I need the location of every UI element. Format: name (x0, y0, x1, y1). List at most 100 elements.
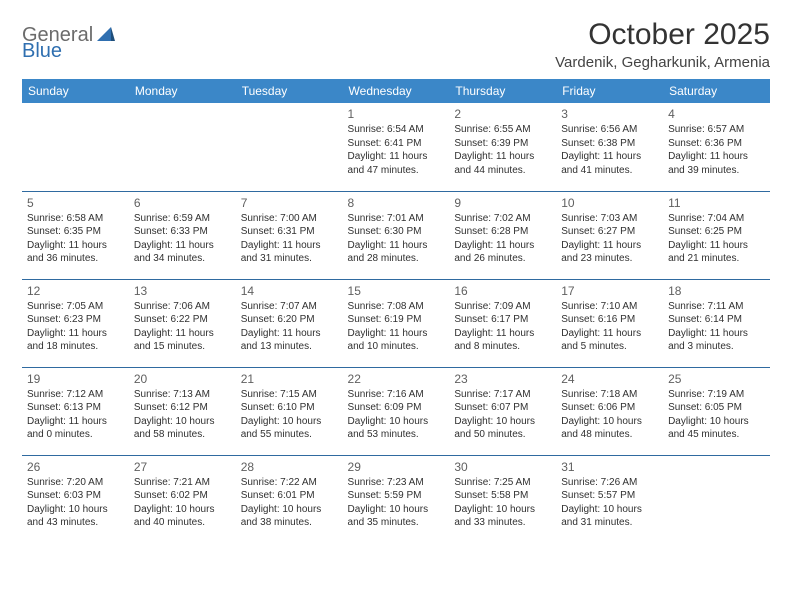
calendar-week-row: 26 Sunrise: 7:20 AMSunset: 6:03 PMDayligh… (22, 455, 770, 543)
day-number: 6 (134, 196, 231, 210)
day-info: Sunrise: 7:02 AMSunset: 6:28 PMDaylight:… (454, 212, 551, 266)
calendar-cell: 28Sunrise: 7:22 AMSunset: 6:01 PMDayligh… (236, 455, 343, 543)
calendar-page: General October 2025 Vardenik, Gegharkun… (0, 0, 792, 553)
calendar-cell: 21 Sunrise: 7:15 AMSunset: 6:10 PMDayligh… (236, 367, 343, 455)
day-info: Sunrise: 6:57 AMSunset: 6:36 PMDaylight:… (668, 123, 765, 177)
calendar-cell: 16 Sunrise: 7:09 AMSunset: 6:17 PMDayligh… (449, 279, 556, 367)
calendar-table: SundayMondayTuesdayWednesdayThursdayFrid… (22, 79, 770, 543)
calendar-cell: 7 Sunrise: 7:00 AMSunset: 6:31 PMDaylight… (236, 191, 343, 279)
day-info: Sunrise: 7:03 AMSunset: 6:27 PMDaylight:… (561, 212, 658, 266)
calendar-cell: 22Sunrise: 7:16 AMSunset: 6:09 PMDayligh… (343, 367, 450, 455)
day-info: Sunrise: 7:00 AMSunset: 6:31 PMDaylight:… (241, 212, 338, 266)
day-number: 31 (561, 460, 658, 474)
day-info: Sunrise: 7:13 AMSunset: 6:12 PMDaylight:… (134, 388, 231, 442)
day-number: 30 (454, 460, 551, 474)
calendar-cell: 9 Sunrise: 7:02 AMSunset: 6:28 PMDaylight… (449, 191, 556, 279)
header: General October 2025 Vardenik, Gegharkun… (22, 18, 770, 71)
logo-sail-icon (97, 25, 115, 46)
calendar-cell: 6 Sunrise: 6:59 AMSunset: 6:33 PMDaylight… (129, 191, 236, 279)
day-number: 10 (561, 196, 658, 210)
day-number: 26 (27, 460, 124, 474)
day-info: Sunrise: 7:04 AMSunset: 6:25 PMDaylight:… (668, 212, 765, 266)
day-info: Sunrise: 7:11 AMSunset: 6:14 PMDaylight:… (668, 300, 765, 354)
day-number: 13 (134, 284, 231, 298)
calendar-cell (663, 455, 770, 543)
day-info: Sunrise: 7:18 AMSunset: 6:06 PMDaylight:… (561, 388, 658, 442)
calendar-week-row: 5 Sunrise: 6:58 AMSunset: 6:35 PMDaylight… (22, 191, 770, 279)
calendar-cell: 12Sunrise: 7:05 AMSunset: 6:23 PMDayligh… (22, 279, 129, 367)
day-info: Sunrise: 7:10 AMSunset: 6:16 PMDaylight:… (561, 300, 658, 354)
day-info: Sunrise: 7:07 AMSunset: 6:20 PMDaylight:… (241, 300, 338, 354)
day-number: 3 (561, 107, 658, 121)
calendar-cell: 8 Sunrise: 7:01 AMSunset: 6:30 PMDaylight… (343, 191, 450, 279)
day-number: 29 (348, 460, 445, 474)
location-text: Vardenik, Gegharkunik, Armenia (555, 54, 770, 71)
logo-text-blue: Blue (22, 40, 62, 62)
day-number: 21 (241, 372, 338, 386)
day-info: Sunrise: 7:01 AMSunset: 6:30 PMDaylight:… (348, 212, 445, 266)
weekday-header: Friday (556, 79, 663, 103)
day-number: 24 (561, 372, 658, 386)
calendar-cell: 10 Sunrise: 7:03 AMSunset: 6:27 PMDayligh… (556, 191, 663, 279)
calendar-cell: 13Sunrise: 7:06 AMSunset: 6:22 PMDayligh… (129, 279, 236, 367)
day-number: 18 (668, 284, 765, 298)
calendar-cell: 4Sunrise: 6:57 AMSunset: 6:36 PMDaylight… (663, 103, 770, 191)
calendar-cell: 14 Sunrise: 7:07 AMSunset: 6:20 PMDayligh… (236, 279, 343, 367)
day-info: Sunrise: 6:54 AMSunset: 6:41 PMDaylight:… (348, 123, 445, 177)
calendar-cell: 19Sunrise: 7:12 AMSunset: 6:13 PMDayligh… (22, 367, 129, 455)
day-info: Sunrise: 7:08 AMSunset: 6:19 PMDaylight:… (348, 300, 445, 354)
calendar-cell (129, 103, 236, 191)
day-info: Sunrise: 7:05 AMSunset: 6:23 PMDaylight:… (27, 300, 124, 354)
calendar-cell: 30 Sunrise: 7:25 AMSunset: 5:58 PMDayligh… (449, 455, 556, 543)
calendar-cell (22, 103, 129, 191)
day-number: 16 (454, 284, 551, 298)
calendar-cell: 23 Sunrise: 7:17 AMSunset: 6:07 PMDayligh… (449, 367, 556, 455)
day-number: 9 (454, 196, 551, 210)
calendar-cell (236, 103, 343, 191)
calendar-cell: 29 Sunrise: 7:23 AMSunset: 5:59 PMDayligh… (343, 455, 450, 543)
day-number: 7 (241, 196, 338, 210)
day-number: 27 (134, 460, 231, 474)
calendar-week-row: 12Sunrise: 7:05 AMSunset: 6:23 PMDayligh… (22, 279, 770, 367)
day-info: Sunrise: 7:21 AMSunset: 6:02 PMDaylight:… (134, 476, 231, 530)
weekday-header: Sunday (22, 79, 129, 103)
calendar-cell: 27 Sunrise: 7:21 AMSunset: 6:02 PMDayligh… (129, 455, 236, 543)
calendar-header-row: SundayMondayTuesdayWednesdayThursdayFrid… (22, 79, 770, 103)
calendar-body: 1 Sunrise: 6:54 AMSunset: 6:41 PMDaylight… (22, 103, 770, 543)
day-info: Sunrise: 7:12 AMSunset: 6:13 PMDaylight:… (27, 388, 124, 442)
day-info: Sunrise: 7:09 AMSunset: 6:17 PMDaylight:… (454, 300, 551, 354)
day-number: 23 (454, 372, 551, 386)
day-info: Sunrise: 7:20 AMSunset: 6:03 PMDaylight:… (27, 476, 124, 530)
day-number: 22 (348, 372, 445, 386)
day-info: Sunrise: 7:17 AMSunset: 6:07 PMDaylight:… (454, 388, 551, 442)
day-info: Sunrise: 6:58 AMSunset: 6:35 PMDaylight:… (27, 212, 124, 266)
day-info: Sunrise: 7:22 AMSunset: 6:01 PMDaylight:… (241, 476, 338, 530)
day-info: Sunrise: 6:55 AMSunset: 6:39 PMDaylight:… (454, 123, 551, 177)
day-info: Sunrise: 7:15 AMSunset: 6:10 PMDaylight:… (241, 388, 338, 442)
day-info: Sunrise: 7:19 AMSunset: 6:05 PMDaylight:… (668, 388, 765, 442)
day-number: 1 (348, 107, 445, 121)
day-info: Sunrise: 7:25 AMSunset: 5:58 PMDaylight:… (454, 476, 551, 530)
calendar-cell: 2Sunrise: 6:55 AMSunset: 6:39 PMDaylight… (449, 103, 556, 191)
day-number: 5 (27, 196, 124, 210)
day-number: 17 (561, 284, 658, 298)
calendar-cell: 18 Sunrise: 7:11 AMSunset: 6:14 PMDayligh… (663, 279, 770, 367)
calendar-cell: 24 Sunrise: 7:18 AMSunset: 6:06 PMDayligh… (556, 367, 663, 455)
calendar-cell: 15 Sunrise: 7:08 AMSunset: 6:19 PMDayligh… (343, 279, 450, 367)
calendar-cell: 31Sunrise: 7:26 AMSunset: 5:57 PMDayligh… (556, 455, 663, 543)
day-number: 14 (241, 284, 338, 298)
weekday-header: Wednesday (343, 79, 450, 103)
day-number: 15 (348, 284, 445, 298)
day-number: 11 (668, 196, 765, 210)
calendar-cell: 1 Sunrise: 6:54 AMSunset: 6:41 PMDaylight… (343, 103, 450, 191)
weekday-header: Thursday (449, 79, 556, 103)
calendar-cell: 20Sunrise: 7:13 AMSunset: 6:12 PMDayligh… (129, 367, 236, 455)
calendar-cell: 26 Sunrise: 7:20 AMSunset: 6:03 PMDayligh… (22, 455, 129, 543)
calendar-cell: 25 Sunrise: 7:19 AMSunset: 6:05 PMDayligh… (663, 367, 770, 455)
day-info: Sunrise: 7:23 AMSunset: 5:59 PMDaylight:… (348, 476, 445, 530)
weekday-header: Saturday (663, 79, 770, 103)
day-number: 8 (348, 196, 445, 210)
day-info: Sunrise: 6:59 AMSunset: 6:33 PMDaylight:… (134, 212, 231, 266)
day-number: 25 (668, 372, 765, 386)
logo-line2: Blue (22, 40, 62, 63)
